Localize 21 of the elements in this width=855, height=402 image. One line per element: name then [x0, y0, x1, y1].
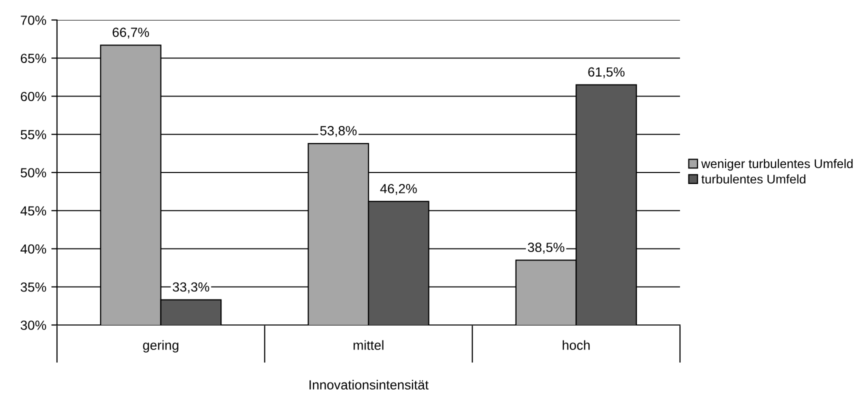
y-tick-label: 30%: [20, 320, 46, 330]
y-tick-label: 35%: [20, 282, 46, 292]
y-tick-label: 40%: [20, 244, 46, 254]
data-label: 33,3%: [172, 282, 210, 294]
y-tick-label: 50%: [20, 168, 46, 178]
data-label: 61,5%: [588, 67, 625, 78]
y-tick-label: 65%: [20, 54, 46, 64]
x-tick-label: hoch: [562, 340, 590, 350]
data-label: 46,2%: [380, 184, 417, 195]
y-tick-label: 45%: [20, 206, 46, 216]
y-tick-label: 60%: [20, 92, 46, 102]
x-tick-label: mittel: [354, 340, 384, 350]
data-label: 66,7%: [112, 28, 149, 39]
y-tick-label: 70%: [20, 16, 46, 25]
x-axis-title: Innovationsintensität: [310, 380, 429, 390]
y-tick-label: 55%: [20, 130, 46, 140]
legend-label: weniger turbulentes Umfeld: [701, 158, 853, 171]
x-tick-label: gering: [143, 340, 178, 352]
data-label: 38,5%: [528, 242, 564, 254]
data-label: 53,8%: [320, 126, 357, 137]
legend-label: turbulentes Umfeld: [701, 174, 806, 184]
